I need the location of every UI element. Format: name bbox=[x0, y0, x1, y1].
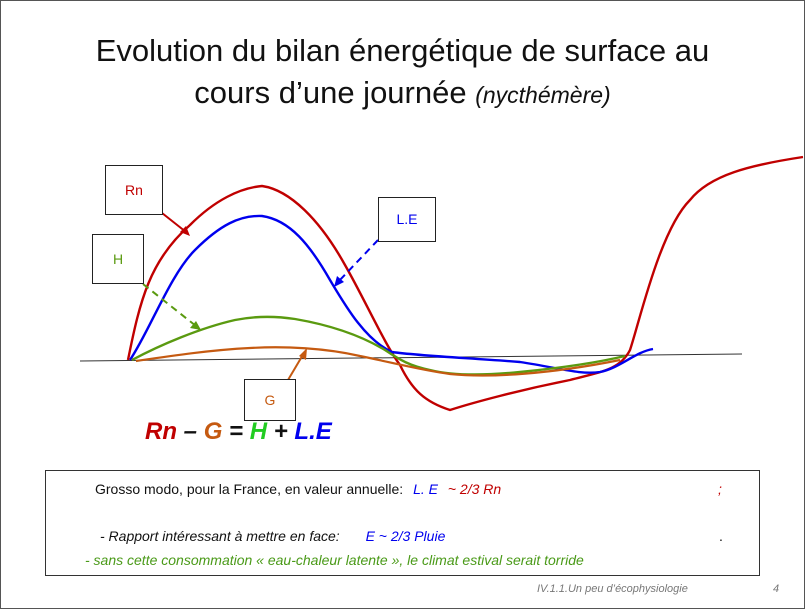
title-line-2: cours d’une journée (nycthémère) bbox=[0, 72, 805, 116]
rn-label: Rn bbox=[125, 182, 143, 198]
le-callout-arrow bbox=[337, 239, 379, 283]
slide-title: Evolution du bilan énergétique de surfac… bbox=[0, 30, 805, 116]
info-line-2-prefix: - Rapport intéressant à mettre en face: bbox=[100, 528, 340, 544]
g-label-box: G bbox=[244, 379, 296, 421]
info-line-1-le: L. E bbox=[413, 481, 438, 497]
title-italic: (nycthémère) bbox=[475, 82, 611, 108]
le-curve bbox=[129, 214, 654, 374]
info-line-1-prefix: Grosso modo, pour la France, en valeur a… bbox=[95, 481, 404, 497]
equation-le: L.E bbox=[294, 418, 332, 445]
rn-curve bbox=[126, 155, 804, 412]
title-main: cours d’une journée bbox=[194, 75, 467, 110]
energy-balance-equation: Rn – G = H + L.E bbox=[145, 418, 332, 446]
equation-minus: – bbox=[177, 418, 204, 445]
g-curve bbox=[135, 346, 621, 377]
info-box: Grosso modo, pour la France, en valeur a… bbox=[45, 470, 760, 576]
rn-callout-arrow bbox=[161, 212, 187, 233]
h-arrow-head bbox=[190, 321, 201, 330]
h-curve bbox=[131, 315, 626, 376]
le-label: L.E bbox=[396, 211, 418, 227]
equation-h: H bbox=[249, 418, 268, 445]
info-line-1: Grosso modo, pour la France, en valeur a… bbox=[95, 481, 501, 497]
equation-plus: + bbox=[267, 418, 295, 445]
rn-arrow-head bbox=[180, 226, 190, 236]
g-arrow-head bbox=[299, 348, 307, 360]
title-line-1: Evolution du bilan énergétique de surfac… bbox=[95, 33, 710, 68]
g-callout-arrow bbox=[287, 352, 305, 381]
equation-rn: Rn bbox=[145, 418, 177, 445]
footer-page-number: 4 bbox=[773, 583, 780, 595]
info-line-2-value: E ~ 2/3 Pluie bbox=[365, 528, 446, 544]
rn-label-box: Rn bbox=[105, 165, 163, 215]
equation-equals: = bbox=[222, 418, 250, 445]
equation-g: G bbox=[203, 418, 223, 445]
info-line-3: - sans cette consommation « eau-chaleur … bbox=[85, 552, 584, 568]
footer-section: IV.1.1.Un peu d’écophysiologie bbox=[537, 583, 688, 595]
info-line-1-end: ; bbox=[718, 481, 722, 497]
info-line-1-rn: ~ 2/3 Rn bbox=[447, 481, 502, 497]
h-label: H bbox=[112, 251, 124, 267]
g-label: G bbox=[264, 392, 276, 408]
zero-axis-line bbox=[79, 353, 743, 362]
le-label-box: L.E bbox=[378, 197, 436, 242]
h-label-box: H bbox=[92, 234, 144, 284]
info-line-2-end: . bbox=[719, 528, 723, 544]
info-line-2: - Rapport intéressant à mettre en face: … bbox=[100, 528, 445, 544]
le-arrow-head bbox=[334, 276, 344, 287]
